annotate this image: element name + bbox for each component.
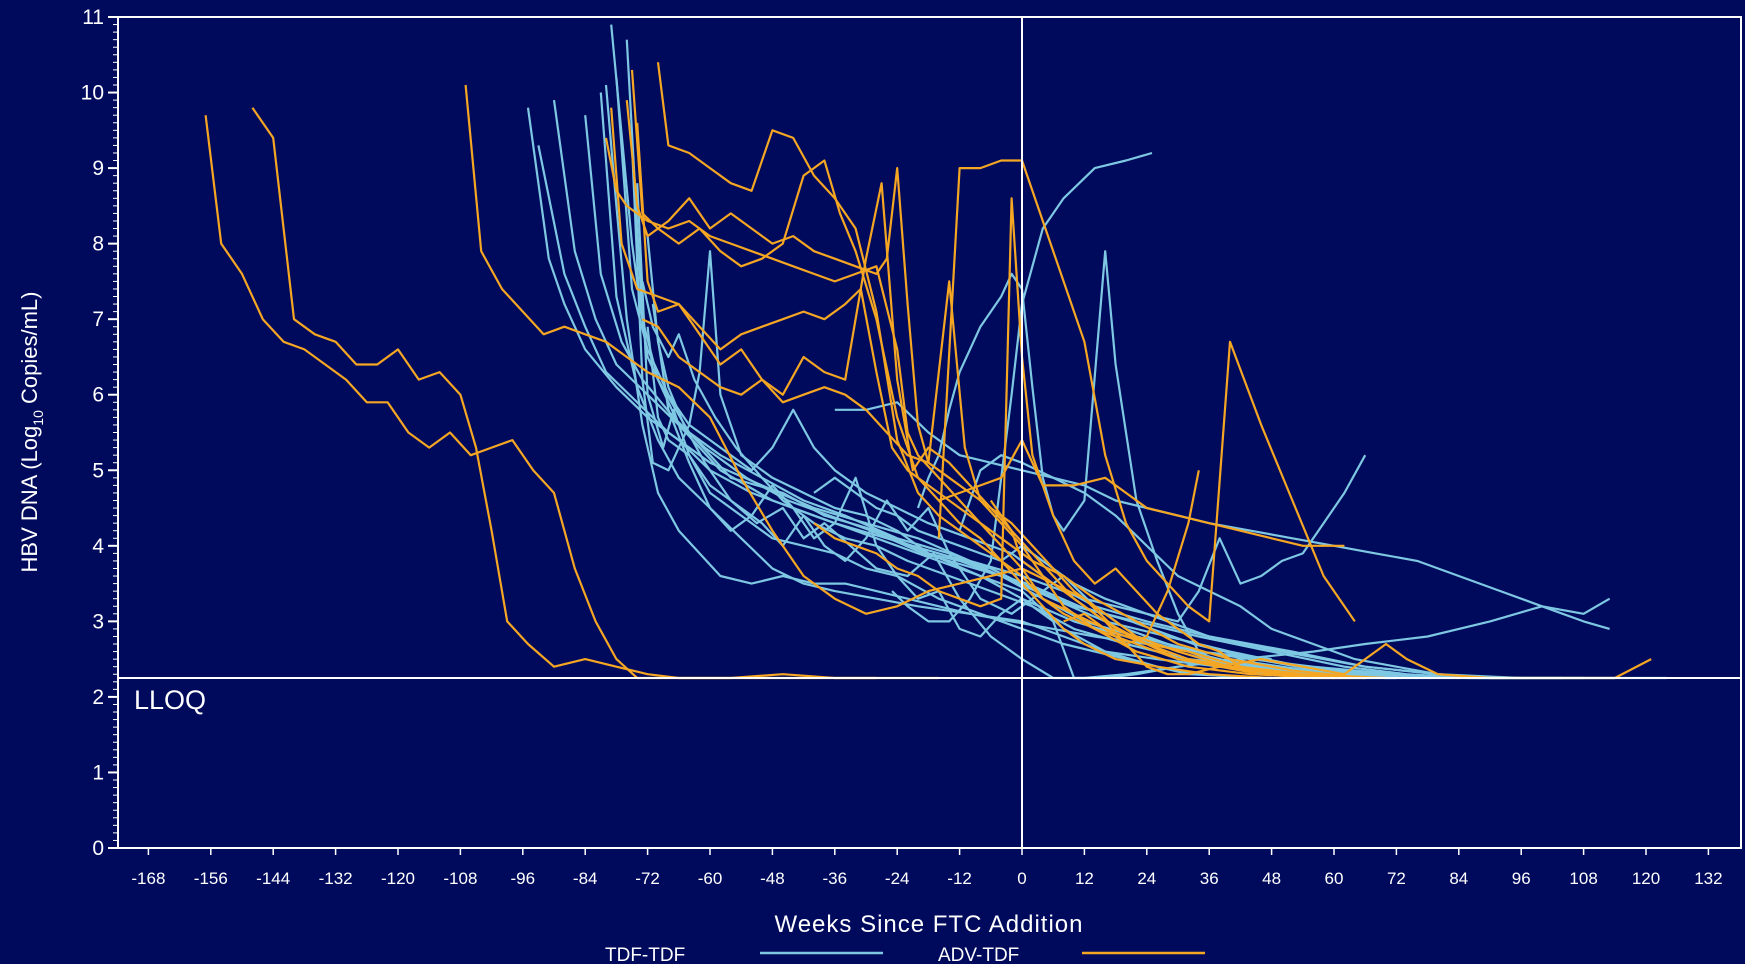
x-tick-label: -84 — [573, 869, 598, 888]
legend-label-tdf-tdf: TDF-TDF — [605, 945, 685, 964]
x-tick-label: 24 — [1137, 869, 1156, 888]
x-tick-label: 108 — [1569, 869, 1597, 888]
x-tick-label: -96 — [511, 869, 536, 888]
series-line-tdf-tdf — [599, 92, 1366, 680]
y-tick-label: 7 — [92, 308, 104, 331]
x-axis-label: Weeks Since FTC Addition — [774, 911, 1083, 938]
x-tick-label: -24 — [885, 869, 910, 888]
x-tick-label: 96 — [1512, 869, 1531, 888]
x-tick-label: 132 — [1694, 869, 1722, 888]
y-axis-label-suffix: Copies/mL) — [17, 292, 42, 411]
y-tick-label: 3 — [92, 610, 104, 633]
series-line-adv-tdf — [610, 107, 1366, 680]
series-line-adv-tdf — [937, 159, 1356, 623]
y-tick-label: 11 — [82, 6, 104, 29]
y-tick-label: 8 — [92, 233, 104, 256]
plot-frame — [117, 16, 1742, 849]
x-tick-label: 48 — [1262, 869, 1281, 888]
series-line-adv-tdf — [630, 69, 1387, 680]
y-tick-label: 0 — [92, 837, 104, 860]
y-tick-label: 10 — [81, 82, 104, 105]
series-line-tdf-tdf — [916, 250, 1314, 680]
x-tick-label: 60 — [1325, 869, 1344, 888]
x-tick-label: -60 — [698, 869, 723, 888]
series-line-tdf-tdf — [537, 145, 1522, 680]
legend-label-adv-tdf: ADV-TDF — [938, 945, 1019, 964]
x-tick-label: 120 — [1632, 869, 1660, 888]
legend: TDF-TDF ADV-TDF — [605, 945, 1205, 964]
x-tick-label: 36 — [1200, 869, 1219, 888]
series-line-adv-tdf — [1063, 470, 1200, 646]
series-line-tdf-tdf — [646, 326, 1418, 680]
x-tick-label: -156 — [194, 869, 228, 888]
x-tick-label: 72 — [1387, 869, 1406, 888]
series-line-adv-tdf — [625, 99, 1303, 676]
x-tick-label: 12 — [1075, 869, 1094, 888]
x-tick-label: -168 — [131, 869, 165, 888]
y-axis-label: HBV DNA (Log10 Copies/mL) — [17, 292, 46, 573]
y-tick-label: 5 — [92, 459, 104, 482]
x-tick-label: -108 — [443, 869, 477, 888]
series-line-tdf-tdf — [615, 77, 1439, 676]
x-tick-label: -132 — [319, 869, 353, 888]
y-tick-label: 9 — [92, 157, 104, 180]
x-tick-label: -120 — [381, 869, 415, 888]
x-tick-label: -48 — [760, 869, 785, 888]
y-tick-label: 6 — [92, 384, 104, 407]
y-tick-label: 2 — [92, 686, 104, 709]
series-line-tdf-tdf — [958, 454, 1563, 680]
x-tick-label: 84 — [1449, 869, 1468, 888]
y-tick-label: 1 — [92, 761, 104, 784]
y-axis-label-prefix: HBV DNA (Log — [17, 426, 42, 573]
series-line-adv-tdf — [989, 499, 1652, 680]
series-line-adv-tdf — [641, 280, 1335, 680]
lloq-label: LLOQ — [134, 685, 206, 715]
series-lines — [204, 24, 1667, 680]
x-tick-label: 0 — [1017, 869, 1026, 888]
series-line-tdf-tdf — [891, 151, 1153, 623]
y-axis-label-subscript: 10 — [30, 410, 46, 426]
x-tick-label: -72 — [635, 869, 660, 888]
series-line-adv-tdf — [813, 197, 1335, 680]
series-line-adv-tdf — [938, 439, 1345, 547]
x-tick-label: -12 — [947, 869, 972, 888]
x-tick-label: -144 — [256, 869, 290, 888]
x-tick-label: -36 — [823, 869, 848, 888]
series-line-adv-tdf — [656, 62, 1272, 680]
y-tick-label: 4 — [92, 535, 104, 558]
